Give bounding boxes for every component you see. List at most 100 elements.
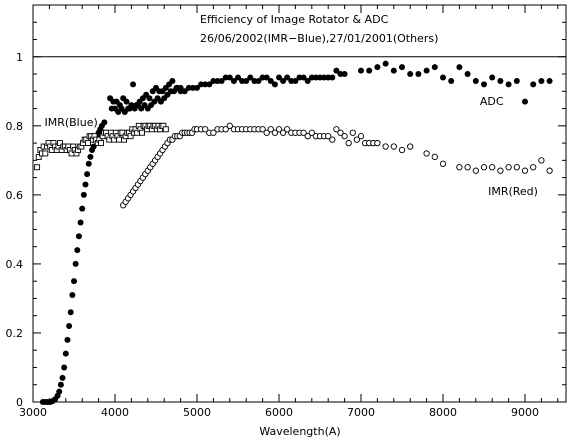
imr-blue-point <box>57 140 64 147</box>
adc-point <box>169 77 176 84</box>
imr-red-point <box>357 133 365 140</box>
imr-red-point <box>456 164 463 171</box>
imr-red-point <box>431 153 438 161</box>
imr-red-point <box>308 129 315 136</box>
adc-point <box>181 88 188 95</box>
imr-red-point <box>390 143 397 150</box>
imr-red-point <box>284 126 291 133</box>
imr-blue-point <box>42 150 49 157</box>
y-tick-label: 0 <box>16 396 23 409</box>
adc-point <box>284 74 291 81</box>
adc-point <box>198 81 205 88</box>
adc-point <box>382 60 389 67</box>
imr-red-point <box>226 122 233 129</box>
adc-point <box>321 74 328 81</box>
adc-point <box>230 77 237 84</box>
adc-point <box>80 191 87 198</box>
adc-point <box>538 77 545 84</box>
imr-red-point <box>489 164 496 171</box>
adc-point <box>440 74 446 81</box>
data-points <box>34 60 553 405</box>
x-tick-label: 6000 <box>265 406 293 419</box>
adc-point <box>280 77 287 84</box>
series-adc <box>39 60 553 405</box>
adc-point <box>472 77 479 84</box>
y-tick-label: 1 <box>16 51 23 64</box>
adc-point <box>271 81 278 88</box>
adc-point <box>423 67 430 74</box>
adc-point <box>513 77 520 84</box>
imr-blue-point <box>35 153 42 160</box>
adc-point <box>296 74 303 81</box>
adc-point <box>123 98 130 105</box>
adc-point <box>77 219 84 226</box>
imr-red-point <box>263 129 270 136</box>
adc-point <box>399 64 405 71</box>
adc-point <box>530 81 537 88</box>
adc-point <box>288 77 295 84</box>
adc-point <box>56 388 63 395</box>
imr-blue-point <box>162 126 169 133</box>
adc-point <box>71 278 77 285</box>
adc-point <box>415 71 422 78</box>
x-tick-label: 5000 <box>183 406 211 419</box>
adc-point <box>206 81 213 88</box>
imr-red-point <box>353 136 361 143</box>
imr-red-point <box>267 126 274 133</box>
adc-point <box>312 74 319 81</box>
imr-blue-point <box>116 136 123 143</box>
axis-tick-labels: 3000 4000 5000 6000 7000 8000 9000 0 0.2 0.4 0.6 0.… <box>6 51 540 419</box>
adc-point <box>366 67 373 74</box>
adc-point <box>202 81 209 88</box>
adc-point <box>214 77 221 84</box>
adc-point <box>317 74 323 81</box>
adc-point <box>456 64 463 71</box>
adc-point <box>66 323 73 330</box>
x-tick-label: 9000 <box>511 406 539 419</box>
imr-red-point <box>329 136 336 143</box>
adc-point <box>251 77 258 84</box>
imr-red-point <box>337 129 344 136</box>
adc-point <box>247 74 254 81</box>
series-label: ADC <box>480 95 504 108</box>
adc-point <box>464 71 471 78</box>
adc-point <box>267 77 274 84</box>
adc-point <box>101 119 108 126</box>
adc-point <box>325 74 332 81</box>
adc-point <box>130 81 137 88</box>
chart-title-line-1: Efficiency of Image Rotator & ADC <box>200 13 389 26</box>
adc-point <box>300 74 307 81</box>
imr-red-point <box>300 129 307 136</box>
imr-red-point <box>374 139 381 147</box>
adc-point <box>358 67 364 74</box>
adc-point <box>64 336 71 343</box>
imr-blue-point <box>34 164 41 171</box>
adc-point <box>308 74 315 81</box>
axis-ticks <box>32 5 566 403</box>
adc-point <box>72 260 79 267</box>
adc-point <box>210 77 217 84</box>
imr-red-point <box>304 133 311 140</box>
adc-point <box>57 381 64 388</box>
imr-red-point <box>546 167 553 174</box>
adc-point <box>431 64 438 71</box>
adc-point <box>222 74 229 81</box>
imr-red-point <box>259 126 266 133</box>
adc-point <box>85 160 92 167</box>
imr-red-point <box>345 139 352 147</box>
imr-red-point <box>349 129 356 136</box>
series-label: IMR(Red) <box>488 185 538 198</box>
adc-point <box>62 350 69 357</box>
adc-point <box>276 74 282 81</box>
adc-point <box>239 77 246 84</box>
adc-point <box>448 77 455 84</box>
adc-point <box>59 374 66 381</box>
imr-red-point <box>341 133 348 140</box>
imr-red-point <box>497 167 504 174</box>
adc-point <box>67 309 74 316</box>
imr-red-point <box>472 167 479 174</box>
adc-point <box>194 84 200 91</box>
imr-blue-point <box>127 133 134 140</box>
adc-point <box>189 84 196 91</box>
